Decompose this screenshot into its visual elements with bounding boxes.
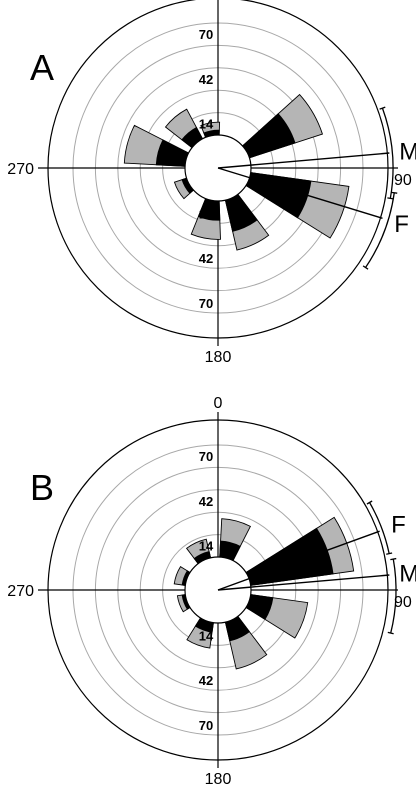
ring-label: 70: [199, 27, 213, 42]
confidence-arc-tick: [390, 557, 397, 561]
petal-part: [155, 139, 190, 167]
confidence-arc-tick: [387, 197, 394, 200]
rose-panel-A: [38, 0, 398, 346]
mean-label-F: F: [391, 511, 406, 538]
ring-label: 70: [199, 718, 213, 733]
petal-part: [245, 527, 334, 586]
panel-label: A: [30, 47, 54, 88]
mean-label-F: F: [394, 211, 409, 238]
rose-panel-B: [38, 412, 398, 768]
direction-label-north: 0: [214, 395, 223, 412]
direction-label-west: 270: [7, 161, 34, 178]
ring-label: 70: [199, 449, 213, 464]
confidence-arc-M: [381, 107, 394, 199]
ring-label: 70: [199, 296, 213, 311]
ring-label: 42: [199, 673, 213, 688]
confidence-arc-tick: [362, 265, 369, 270]
confidence-arc-F: [368, 502, 390, 554]
confidence-arc-tick: [366, 500, 373, 505]
confidence-arc-tick: [386, 552, 393, 555]
panel-label: B: [30, 467, 54, 508]
mean-vector-F: [217, 167, 383, 219]
direction-label-west: 270: [7, 583, 34, 600]
mean-label-M: M: [399, 138, 416, 165]
confidence-arc-tick: [387, 631, 394, 635]
ring-label: 42: [199, 494, 213, 509]
direction-label-east: 90: [394, 172, 412, 189]
ring-label: 42: [199, 72, 213, 87]
ring-label: 14: [199, 206, 214, 221]
ring-label: 14: [199, 628, 214, 643]
mean-label-M: M: [399, 560, 416, 587]
ring-label: 14: [199, 539, 214, 554]
ring-label: 14: [199, 117, 214, 132]
confidence-arc-tick: [379, 106, 386, 110]
mean-vector-M: [217, 152, 390, 169]
confidence-arc-tick: [391, 191, 398, 194]
confidence-arc-F: [365, 192, 395, 268]
direction-label-east: 90: [394, 594, 412, 611]
mean-vector-M: [217, 574, 390, 591]
ring-label: 42: [199, 251, 213, 266]
mean-vector-F: [217, 530, 380, 591]
confidence-arc-M: [390, 558, 397, 634]
direction-label-south: 180: [205, 771, 232, 786]
direction-label-south: 180: [205, 349, 232, 366]
